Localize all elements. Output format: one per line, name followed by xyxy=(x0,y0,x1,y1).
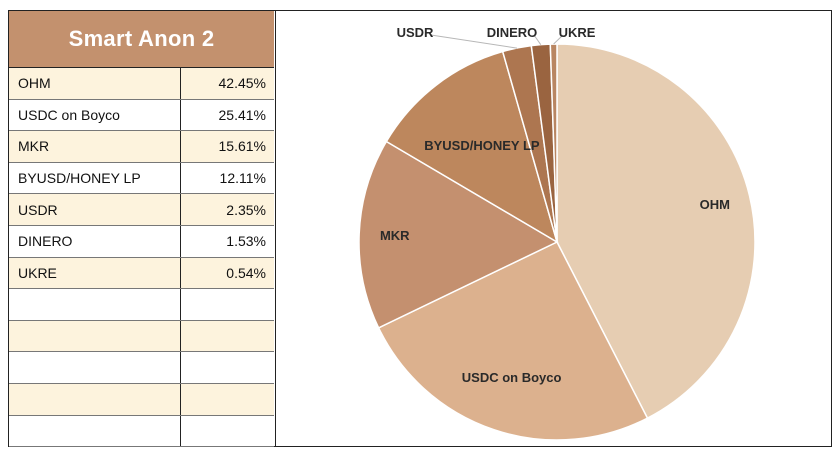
pie-slice-usdc-on-boyco xyxy=(377,241,649,441)
table-row xyxy=(9,415,274,448)
pie-slice-byusd-honey-lp xyxy=(385,50,559,244)
asset-name-cell: USDC on Boyco xyxy=(9,99,181,131)
pie-slice-ohm xyxy=(556,43,756,420)
slice-label: OHM xyxy=(700,197,730,212)
asset-name-cell: DINERO xyxy=(9,225,181,257)
asset-share-cell xyxy=(181,352,274,383)
slice-label: UKRE xyxy=(559,25,596,40)
asset-name-cell: OHM xyxy=(9,68,181,99)
asset-name-cell xyxy=(9,320,181,352)
slice-label: USDR xyxy=(397,25,434,40)
table-row: UKRE 0.54% xyxy=(9,257,274,290)
asset-name-cell: USDR xyxy=(9,194,181,225)
asset-share-cell xyxy=(181,321,274,352)
asset-name-cell: MKR xyxy=(9,131,181,162)
asset-name-cell xyxy=(9,415,181,447)
slice-label: USDC on Boyco xyxy=(462,370,562,385)
table-row xyxy=(9,383,274,416)
pie-slice-mkr xyxy=(358,140,559,329)
slice-label: BYUSD/HONEY LP xyxy=(424,138,540,153)
table-row: USDR 2.35% xyxy=(9,194,274,226)
table-row: DINERO 1.53% xyxy=(9,225,274,258)
table-row xyxy=(9,352,274,384)
asset-share-cell: 15.61% xyxy=(218,138,266,155)
asset-share-cell: 1.53% xyxy=(226,233,266,250)
table-row: OHM 42.45% xyxy=(9,68,274,100)
slice-label: MKR xyxy=(380,228,410,243)
table-row: USDC on Boyco 25.41% xyxy=(9,99,274,132)
asset-name-cell: UKRE xyxy=(9,257,181,289)
pie-slice-ukre xyxy=(549,43,558,243)
asset-name-cell xyxy=(9,352,181,383)
asset-share-cell: 42.45% xyxy=(218,75,266,92)
table-row: MKR 15.61% xyxy=(9,131,274,163)
asset-share-cell: 25.41% xyxy=(218,106,266,123)
asset-share-cell: 12.11% xyxy=(219,170,266,187)
asset-name-cell: BYUSD/HONEY LP xyxy=(9,162,181,194)
asset-name-cell xyxy=(9,383,181,415)
allocation-table: Smart Anon 2 OHM 42.45% USDC on Boyco 25.41… xyxy=(8,10,276,448)
asset-share-cell xyxy=(181,384,274,415)
leader-line xyxy=(533,34,542,45)
table-row xyxy=(9,320,274,353)
asset-share-cell xyxy=(181,289,274,320)
table-body: OHM 42.45% USDC on Boyco 25.41% MKR 15.61% BYU… xyxy=(9,68,274,448)
table-row: BYUSD/HONEY LP 12.11% xyxy=(9,162,274,195)
table-title: Smart Anon 2 xyxy=(9,11,274,68)
table-row xyxy=(9,289,274,321)
pie-chart-area: OHM USDC on Boyco MKR BYUSD/HONEY LP USDR DIN… xyxy=(276,10,832,447)
leader-line xyxy=(430,34,517,49)
asset-share-cell: 2.35% xyxy=(226,201,266,218)
slice-label: DINERO xyxy=(487,25,538,40)
asset-share-cell xyxy=(181,416,274,447)
leader-line xyxy=(553,34,564,45)
asset-name-cell xyxy=(9,289,181,320)
asset-share-cell: 0.54% xyxy=(226,264,266,281)
pie-chart: OHM USDC on Boyco MKR BYUSD/HONEY LP USDR DIN… xyxy=(358,25,756,441)
